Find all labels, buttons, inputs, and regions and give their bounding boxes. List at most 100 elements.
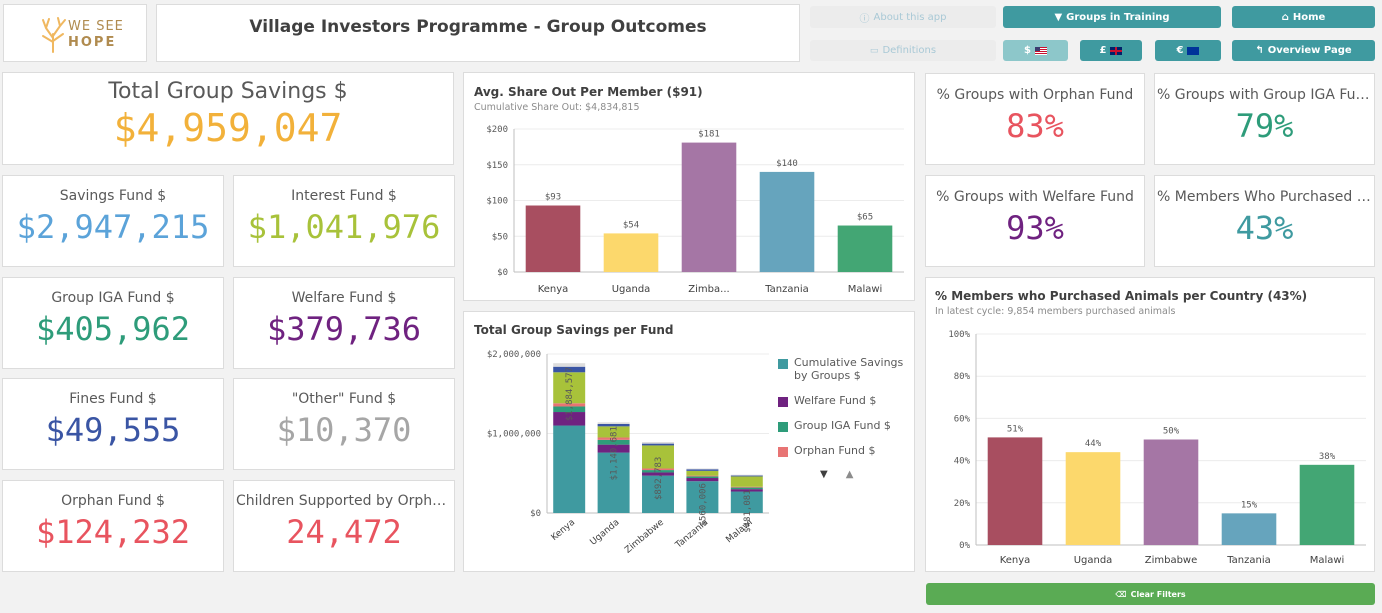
data-label: $140 — [776, 159, 798, 169]
kpi-value: 83% — [1006, 107, 1064, 145]
stack-segment-4[interactable] — [642, 445, 674, 469]
stack-segment-4[interactable] — [730, 476, 763, 487]
kpi-other-fund[interactable]: "Other" Fund $ $10,370 — [233, 378, 455, 470]
y-tick-label: $0 — [530, 509, 541, 519]
stack-segment-5[interactable] — [642, 443, 674, 446]
stack-segment-3[interactable] — [553, 403, 586, 407]
x-tick-label: Kenya — [538, 284, 569, 295]
logo-tree-icon — [42, 17, 66, 53]
legend-item-welfare[interactable]: Welfare Fund $ — [778, 394, 908, 407]
clear-filters-button[interactable]: ⌫ Clear Filters — [926, 583, 1375, 605]
bar-uganda[interactable] — [603, 233, 659, 272]
x-tick-label: Zimbabwe — [1145, 555, 1198, 566]
legend-item-iga[interactable]: Group IGA Fund $ — [778, 419, 908, 432]
stack-segment-0[interactable] — [642, 475, 674, 513]
bar-kenya[interactable] — [525, 205, 581, 272]
x-tick-label: Uganda — [588, 518, 621, 548]
stack-segment-0[interactable] — [730, 491, 763, 513]
home-label: Home — [1292, 11, 1326, 23]
kpi-fines-fund[interactable]: Fines Fund $ $49,555 — [2, 378, 224, 470]
stack-segment-0[interactable] — [686, 481, 719, 513]
bar-chart-animals: 0% 20% 40% 60% 80% 100% 51% Kenya 44% Uganda 50% Zi… — [948, 330, 1366, 566]
stack-segment-3[interactable] — [730, 486, 763, 488]
chart-savings-per-fund[interactable]: Total Group Savings per Fund $0 $1,000,00… — [463, 311, 915, 572]
bar-malawi[interactable] — [1299, 464, 1355, 545]
stack-segment-1[interactable] — [597, 444, 630, 453]
kpi-pct-animals[interactable]: % Members Who Purchased Ani... 43% — [1154, 175, 1375, 267]
legend-scroll-down-icon[interactable]: ▼ — [820, 469, 828, 480]
stack-segment-5[interactable] — [730, 475, 763, 477]
stack-segment-4[interactable] — [686, 470, 719, 476]
stack-segment-6[interactable] — [642, 442, 674, 444]
stack-segment-1[interactable] — [686, 478, 719, 482]
stack-segment-2[interactable] — [597, 439, 630, 445]
kpi-savings-fund[interactable]: Savings Fund $ $2,947,215 — [2, 175, 224, 267]
bar-uganda[interactable] — [1065, 452, 1121, 545]
stack-segment-5[interactable] — [597, 423, 630, 427]
stack-segment-4[interactable] — [597, 426, 630, 438]
overview-page-button[interactable]: ↰ Overview Page — [1232, 40, 1375, 61]
kpi-orphan-fund[interactable]: Orphan Fund $ $124,232 — [2, 480, 224, 572]
y-tick-label: $50 — [492, 232, 508, 242]
kpi-interest-fund[interactable]: Interest Fund $ $1,041,976 — [233, 175, 455, 267]
stack-segment-2[interactable] — [553, 406, 586, 413]
definitions-button[interactable]: ▭ Definitions — [810, 40, 996, 61]
y-tick-label: $100 — [486, 197, 508, 207]
kpi-value: 79% — [1235, 107, 1294, 145]
bar-tanzania[interactable] — [1221, 513, 1277, 545]
kpi-label: Interest Fund $ — [291, 188, 397, 204]
kpi-label: % Groups with Welfare Fund — [936, 189, 1134, 205]
legend-scroll-up-icon[interactable]: ▲ — [845, 469, 854, 480]
usd-currency-button[interactable]: $ — [1003, 40, 1068, 61]
chart-avg-share-out[interactable]: Avg. Share Out Per Member ($91) Cumulati… — [463, 72, 915, 301]
y-tick-label: 80% — [954, 372, 971, 382]
x-tick-label: Malawi — [848, 284, 883, 295]
stack-segment-3[interactable] — [597, 437, 630, 440]
kpi-pct-iga[interactable]: % Groups with Group IGA Fund 79% — [1154, 73, 1375, 165]
bar-kenya[interactable] — [987, 437, 1043, 545]
eur-currency-button[interactable]: € — [1155, 40, 1221, 61]
stack-segment-4[interactable] — [553, 372, 586, 404]
about-app-button[interactable]: ⓘ About this app — [810, 6, 996, 28]
stack-segment-1[interactable] — [642, 472, 674, 476]
chart-subtitle: In latest cycle: 9,854 members purchased… — [935, 306, 1176, 317]
stack-segment-2[interactable] — [730, 487, 763, 490]
legend-item-savings[interactable]: Cumulative Savings by Groups $ — [778, 356, 908, 382]
data-label: $181 — [698, 130, 720, 140]
kpi-children-supported[interactable]: Children Supported by Orphan F... 24,472 — [233, 480, 455, 572]
stack-segment-0[interactable] — [597, 452, 630, 513]
definitions-label: Definitions — [882, 45, 937, 56]
legend-item-orphan[interactable]: Orphan Fund $ — [778, 444, 908, 457]
kpi-value: 93% — [1006, 209, 1064, 247]
bar-zimba[interactable] — [681, 142, 737, 272]
bar-zimbabwe[interactable] — [1143, 439, 1199, 546]
kpi-iga-fund[interactable]: Group IGA Fund $ $405,962 — [2, 277, 224, 369]
stack-segment-2[interactable] — [686, 476, 719, 479]
chart-animals-per-country[interactable]: % Members who Purchased Animals per Coun… — [925, 277, 1375, 572]
stack-segment-1[interactable] — [730, 489, 763, 492]
home-button[interactable]: ⌂ Home — [1232, 6, 1375, 28]
y-tick-label: $2,000,000 — [487, 350, 541, 360]
stack-segment-5[interactable] — [553, 366, 586, 373]
stack-segment-3[interactable] — [686, 475, 719, 477]
kpi-pct-orphan[interactable]: % Groups with Orphan Fund 83% — [925, 73, 1145, 165]
kpi-total-savings[interactable]: Total Group Savings $ $4,959,047 — [2, 72, 454, 165]
x-tick-label: Zimbabwe — [623, 517, 666, 555]
stack-segment-0[interactable] — [553, 425, 586, 513]
kpi-welfare-fund[interactable]: Welfare Fund $ $379,736 — [233, 277, 455, 369]
stack-segment-3[interactable] — [642, 468, 674, 471]
stack-segment-1[interactable] — [553, 412, 586, 426]
stack-segment-6[interactable] — [730, 474, 763, 476]
bar-tanzania[interactable] — [759, 171, 815, 272]
data-label: 15% — [1241, 500, 1258, 510]
gbp-currency-button[interactable]: £ — [1080, 40, 1142, 61]
kpi-pct-welfare[interactable]: % Groups with Welfare Fund 93% — [925, 175, 1145, 267]
stack-segment-6[interactable] — [597, 422, 630, 424]
stack-segment-6[interactable] — [686, 468, 719, 470]
stack-segment-5[interactable] — [686, 469, 719, 471]
stacked-bar-chart-savings: $0 $1,000,000 $2,000,000 $1,884,577 Kenya $1,… — [487, 350, 769, 556]
stack-segment-6[interactable] — [553, 363, 586, 367]
bar-malawi[interactable] — [837, 225, 893, 272]
stack-segment-2[interactable] — [642, 470, 674, 473]
groups-in-training-button[interactable]: ▼ Groups in Training — [1003, 6, 1221, 28]
